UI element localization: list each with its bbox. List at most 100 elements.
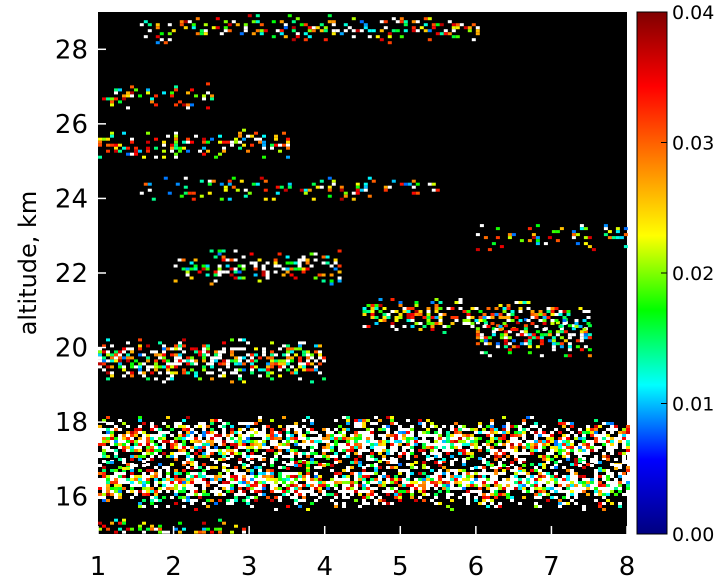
heatmap-cell bbox=[146, 487, 150, 490]
heatmap-cell bbox=[206, 149, 210, 153]
heatmap-cell bbox=[554, 481, 558, 484]
heatmap-cell bbox=[574, 472, 578, 475]
heatmap-cell bbox=[134, 478, 138, 481]
heatmap-cell bbox=[174, 371, 178, 375]
heatmap-cell bbox=[294, 461, 298, 464]
heatmap-cell bbox=[150, 422, 154, 425]
heatmap-cell bbox=[502, 316, 507, 319]
heatmap-cell bbox=[241, 276, 246, 280]
heatmap-cell bbox=[594, 475, 598, 478]
heatmap-cell bbox=[210, 428, 214, 431]
heatmap-cell bbox=[370, 313, 375, 316]
heatmap-cell bbox=[339, 188, 344, 192]
heatmap-cell bbox=[614, 428, 618, 431]
heatmap-cell bbox=[218, 134, 222, 138]
heatmap-cell bbox=[582, 490, 586, 493]
heatmap-cell bbox=[495, 236, 500, 240]
heatmap-cell bbox=[334, 478, 338, 481]
heatmap-cell bbox=[570, 475, 574, 478]
heatmap-cell bbox=[430, 457, 434, 460]
heatmap-cell bbox=[106, 499, 110, 502]
heatmap-cell bbox=[602, 455, 606, 458]
heatmap-cell bbox=[295, 17, 300, 21]
heatmap-cell bbox=[578, 484, 582, 487]
heatmap-cell bbox=[194, 490, 198, 493]
heatmap-cell bbox=[335, 29, 340, 33]
heatmap-cell bbox=[218, 490, 222, 493]
heatmap-cell bbox=[322, 490, 326, 493]
heatmap-cell bbox=[374, 446, 378, 449]
heatmap-cell bbox=[174, 527, 178, 531]
heatmap-cell bbox=[302, 353, 306, 357]
heatmap-cell bbox=[150, 472, 154, 475]
heatmap-cell bbox=[562, 443, 566, 446]
heatmap-cell bbox=[182, 469, 186, 472]
heatmap-cell bbox=[506, 467, 510, 470]
heatmap-cell bbox=[174, 493, 178, 496]
heatmap-cell bbox=[414, 443, 418, 446]
heatmap-cell bbox=[242, 137, 246, 141]
heatmap-cell bbox=[402, 481, 406, 484]
heatmap-cell bbox=[534, 449, 538, 452]
heatmap-cell bbox=[546, 499, 550, 502]
heatmap-cell bbox=[298, 460, 302, 463]
heatmap-cell bbox=[499, 245, 504, 249]
heatmap-cell bbox=[614, 458, 618, 461]
heatmap-cell bbox=[522, 437, 526, 440]
heatmap-cell bbox=[578, 437, 582, 440]
heatmap-cell bbox=[598, 446, 602, 449]
heatmap-cell bbox=[582, 466, 586, 469]
heatmap-cell bbox=[590, 428, 594, 431]
heatmap-cell bbox=[250, 455, 254, 458]
heatmap-cell bbox=[162, 91, 166, 95]
heatmap-cell bbox=[519, 239, 524, 243]
heatmap-cell bbox=[194, 481, 198, 484]
heatmap-cell bbox=[126, 91, 130, 95]
heatmap-cell bbox=[197, 270, 202, 274]
heatmap-cell bbox=[307, 26, 312, 30]
heatmap-cell bbox=[226, 484, 230, 487]
heatmap-cell bbox=[618, 440, 622, 443]
heatmap-cell bbox=[282, 478, 286, 481]
heatmap-cell bbox=[142, 490, 146, 493]
heatmap-cell bbox=[183, 176, 188, 180]
heatmap-cell bbox=[534, 316, 539, 319]
heatmap-cell bbox=[270, 353, 274, 357]
heatmap-cell bbox=[182, 146, 186, 150]
heatmap-cell bbox=[170, 452, 174, 455]
heatmap-cell bbox=[270, 419, 274, 422]
heatmap-cell bbox=[550, 487, 554, 490]
heatmap-cell bbox=[354, 478, 358, 481]
heatmap-cell bbox=[566, 428, 570, 431]
heatmap-cell bbox=[194, 452, 198, 455]
heatmap-cell bbox=[286, 484, 290, 487]
heatmap-cell bbox=[522, 490, 526, 493]
heatmap-cell bbox=[174, 103, 178, 107]
heatmap-cell bbox=[614, 493, 618, 496]
heatmap-cell bbox=[214, 449, 218, 452]
heatmap-cell bbox=[370, 455, 374, 458]
heatmap-cell bbox=[166, 365, 170, 369]
heatmap-cell bbox=[166, 134, 170, 138]
heatmap-cell bbox=[466, 443, 470, 446]
heatmap-cell bbox=[218, 452, 222, 455]
heatmap-cell bbox=[231, 20, 236, 24]
heatmap-cell bbox=[522, 496, 526, 499]
heatmap-cell bbox=[438, 461, 442, 464]
heatmap-cell bbox=[554, 455, 558, 458]
heatmap-cell bbox=[526, 428, 530, 431]
heatmap-cell bbox=[422, 464, 426, 467]
heatmap-cell bbox=[174, 143, 178, 147]
heatmap-cell bbox=[410, 463, 414, 466]
heatmap-cell bbox=[366, 325, 371, 328]
heatmap-cell bbox=[174, 134, 178, 138]
heatmap-cell bbox=[550, 496, 554, 499]
heatmap-cell bbox=[598, 505, 602, 508]
heatmap-cell bbox=[213, 273, 218, 277]
heatmap-cell bbox=[366, 455, 370, 458]
heatmap-cell bbox=[330, 449, 334, 452]
heatmap-cell bbox=[230, 371, 234, 375]
heatmap-cell bbox=[626, 493, 630, 496]
heatmap-cell bbox=[510, 443, 514, 446]
heatmap-cell bbox=[478, 316, 483, 319]
